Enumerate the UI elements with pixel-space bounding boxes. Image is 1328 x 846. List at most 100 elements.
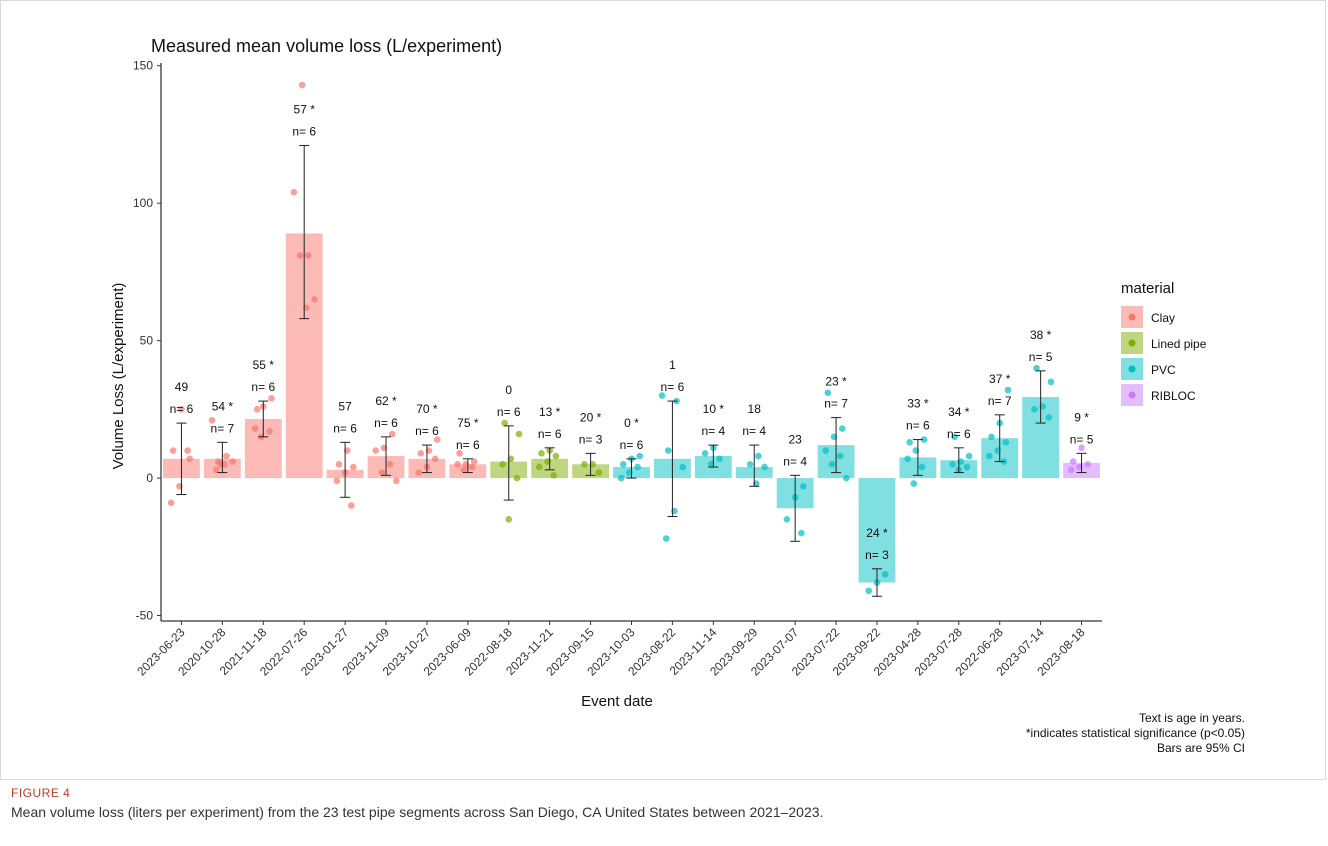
age-label: 9 * bbox=[1074, 410, 1089, 424]
data-point bbox=[417, 450, 425, 457]
age-label: 20 * bbox=[580, 410, 602, 424]
data-point bbox=[515, 430, 523, 438]
data-point bbox=[223, 452, 230, 460]
data-point bbox=[1045, 414, 1053, 421]
data-point bbox=[372, 447, 380, 454]
age-label: 23 bbox=[788, 432, 802, 446]
data-point bbox=[454, 461, 461, 468]
legend-label: Lined pipe bbox=[1151, 337, 1207, 351]
age-label: 54 * bbox=[212, 399, 234, 413]
data-point bbox=[253, 406, 261, 413]
n-label: n= 6 bbox=[661, 380, 685, 394]
data-point bbox=[268, 395, 275, 402]
data-point bbox=[783, 515, 791, 523]
legend-key-dot bbox=[1128, 365, 1136, 373]
chart-title: Measured mean volume loss (L/experiment) bbox=[151, 36, 502, 56]
y-tick-label: 100 bbox=[133, 196, 153, 210]
data-point bbox=[865, 587, 873, 595]
data-point bbox=[1033, 364, 1040, 372]
age-label: 57 * bbox=[294, 102, 316, 116]
data-point bbox=[963, 463, 971, 471]
data-point bbox=[838, 425, 846, 432]
data-point bbox=[679, 463, 687, 471]
data-point bbox=[824, 389, 832, 397]
data-point bbox=[393, 477, 400, 485]
data-point bbox=[433, 436, 441, 443]
data-point bbox=[311, 296, 318, 303]
n-label: n= 6 bbox=[415, 424, 439, 438]
data-point bbox=[636, 452, 644, 460]
data-point bbox=[229, 458, 236, 465]
legend-key-dot bbox=[1128, 339, 1136, 347]
data-point bbox=[828, 461, 836, 468]
data-point bbox=[755, 452, 762, 460]
n-label: n= 6 bbox=[538, 427, 562, 441]
data-point bbox=[468, 463, 476, 471]
note-significance: *indicates statistical significance (p<0… bbox=[1026, 726, 1245, 740]
data-point bbox=[305, 252, 312, 259]
data-point bbox=[1004, 386, 1012, 394]
data-point bbox=[619, 461, 627, 468]
data-point bbox=[920, 436, 928, 443]
n-label: n= 7 bbox=[211, 421, 235, 435]
figure-frame: Measured mean volume loss (L/experiment)… bbox=[0, 0, 1326, 780]
y-tick-label: -50 bbox=[136, 609, 154, 623]
data-point bbox=[716, 455, 723, 463]
data-point bbox=[664, 447, 672, 454]
n-label: n= 6 bbox=[906, 419, 930, 433]
data-point bbox=[550, 472, 558, 479]
age-label: 34 * bbox=[948, 405, 970, 419]
x-axis-title: Event date bbox=[581, 693, 653, 710]
data-point bbox=[1047, 378, 1055, 386]
data-point bbox=[167, 499, 175, 507]
chart-notes: Text is age in years. *indicates statist… bbox=[1026, 711, 1245, 755]
legend-title: material bbox=[1121, 280, 1174, 297]
data-point bbox=[617, 474, 625, 482]
n-label: n= 6 bbox=[170, 402, 194, 416]
age-label: 10 * bbox=[703, 402, 725, 416]
data-point bbox=[460, 466, 468, 474]
data-point bbox=[456, 450, 463, 457]
age-label: 49 bbox=[175, 380, 189, 394]
data-point bbox=[746, 461, 754, 468]
data-point bbox=[251, 425, 259, 432]
legend: material Clay Lined pipe PVC RIBLOC bbox=[1121, 280, 1207, 406]
data-point bbox=[658, 392, 666, 399]
data-point bbox=[988, 433, 995, 441]
data-point bbox=[1078, 444, 1085, 452]
data-point bbox=[552, 452, 560, 460]
data-point bbox=[1031, 406, 1038, 413]
n-label: n= 6 bbox=[620, 438, 644, 452]
data-point bbox=[212, 466, 220, 474]
data-point bbox=[634, 463, 641, 471]
legend-key-dot bbox=[1128, 313, 1136, 321]
data-point bbox=[290, 188, 298, 196]
data-point bbox=[822, 447, 830, 454]
data-point bbox=[186, 455, 194, 463]
data-point bbox=[761, 463, 768, 471]
data-point bbox=[949, 461, 956, 468]
n-label: n= 4 bbox=[742, 424, 766, 438]
age-label: 55 * bbox=[253, 358, 275, 372]
n-label: n= 5 bbox=[1070, 432, 1094, 446]
data-point bbox=[208, 417, 216, 424]
n-label: n= 6 bbox=[456, 438, 480, 452]
data-point bbox=[951, 433, 958, 441]
data-point bbox=[505, 515, 513, 523]
data-point bbox=[296, 252, 304, 259]
age-label: 75 * bbox=[457, 416, 479, 430]
data-point bbox=[595, 469, 603, 476]
data-point bbox=[470, 458, 478, 465]
data-point bbox=[800, 483, 807, 490]
note-age: Text is age in years. bbox=[1139, 711, 1245, 725]
data-point bbox=[798, 529, 805, 537]
data-point bbox=[843, 474, 850, 482]
n-label: n= 5 bbox=[1029, 350, 1053, 364]
data-point bbox=[536, 463, 543, 471]
data-point bbox=[662, 535, 670, 542]
age-label: 70 * bbox=[416, 402, 438, 416]
data-point bbox=[266, 428, 273, 435]
data-point bbox=[513, 474, 521, 482]
data-point bbox=[1069, 458, 1077, 465]
n-label: n= 4 bbox=[783, 454, 807, 468]
